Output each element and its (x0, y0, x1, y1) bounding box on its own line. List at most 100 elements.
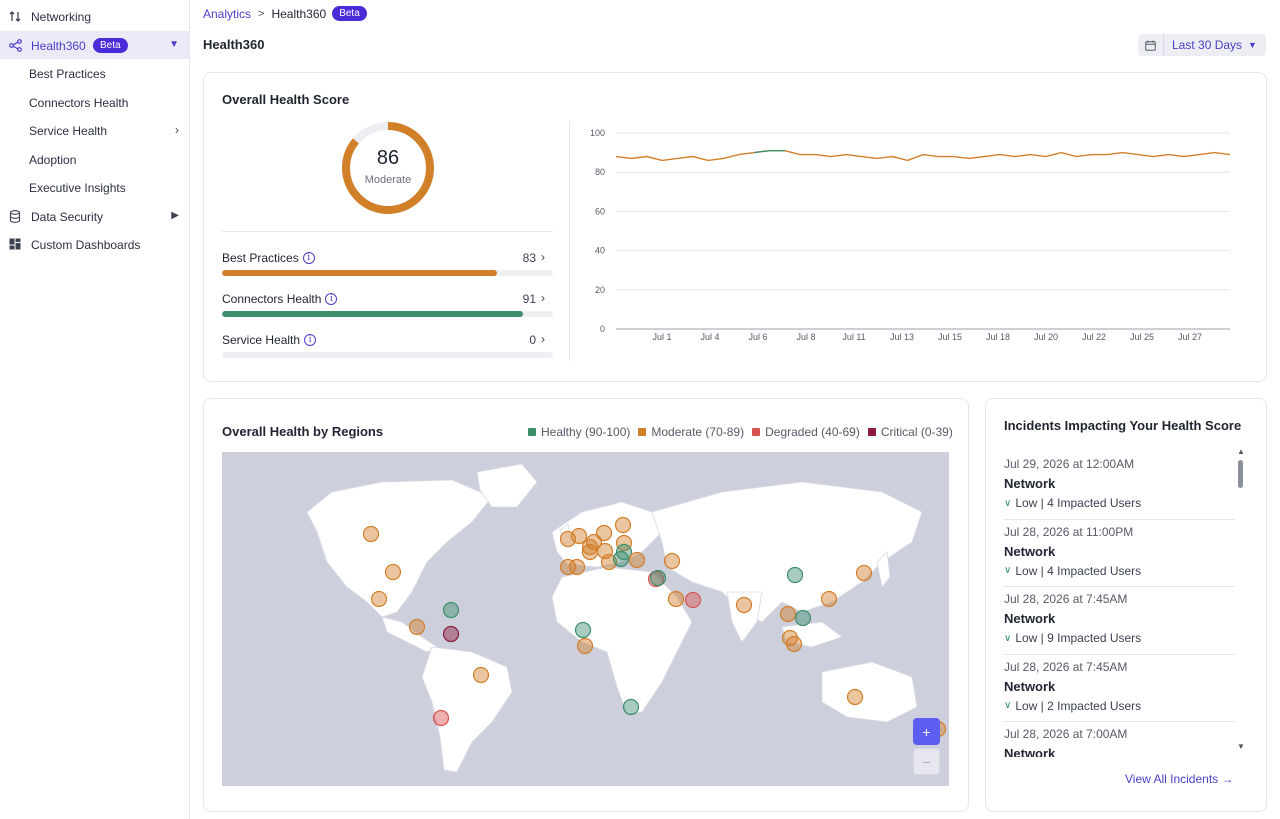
region-marker[interactable] (442, 625, 460, 643)
sidebar-item-networking[interactable]: Networking (0, 2, 189, 30)
beta-badge: Beta (93, 38, 128, 53)
region-marker[interactable] (581, 538, 599, 556)
chevron-right-icon[interactable]: › (541, 332, 545, 346)
region-marker[interactable] (820, 590, 838, 608)
continent-africa (551, 566, 693, 715)
region-marker[interactable] (622, 698, 640, 716)
scrollbar-thumb[interactable] (1238, 460, 1243, 488)
x-tick-label: Jul 27 (1178, 332, 1202, 342)
x-tick-label: Jul 1 (652, 332, 671, 342)
region-marker[interactable] (794, 609, 812, 627)
region-marker[interactable] (559, 558, 577, 576)
caret-right-icon[interactable]: ▶ (171, 210, 179, 221)
metric-label-service-health[interactable]: Service Health i (222, 333, 317, 347)
region-marker[interactable] (568, 558, 586, 576)
metric-label: Best Practices (222, 251, 299, 265)
y-tick-label: 0 (600, 324, 605, 334)
incident-item[interactable]: Jul 28, 2026 at 7:45AM Network ∨ Low | 2 … (1004, 655, 1235, 722)
card-title: Overall Health by Regions (222, 424, 384, 439)
incident-severity: Low | 2 Impacted Users (1015, 698, 1142, 713)
x-tick-label: Jul 18 (986, 332, 1010, 342)
region-marker[interactable] (362, 525, 380, 543)
incident-item[interactable]: Jul 28, 2026 at 7:45AM Network ∨ Low | 9 … (1004, 587, 1235, 655)
region-marker[interactable] (628, 551, 646, 569)
incident-item[interactable]: Jul 28, 2026 at 11:00PM Network ∨ Low | 4… (1004, 520, 1235, 587)
region-marker[interactable] (614, 516, 632, 534)
sidebar-item-label: Best Practices (29, 67, 106, 81)
breadcrumb-current: Health360 (271, 6, 327, 21)
metric-label: Service Health (222, 333, 301, 347)
region-marker[interactable] (432, 709, 450, 727)
world-map[interactable] (222, 452, 949, 786)
metric-label-connectors-health[interactable]: Connectors Health i (222, 292, 338, 306)
region-marker[interactable] (442, 601, 460, 619)
sidebar-item-custom-dashboards[interactable]: Custom Dashboards (0, 230, 189, 258)
sidebar-item-best-practices[interactable]: Best Practices (0, 59, 189, 87)
scroll-up-icon[interactable]: ▲ (1237, 447, 1245, 456)
sidebar-item-data-security[interactable]: Data Security ▶ (0, 202, 189, 230)
region-marker[interactable] (576, 637, 594, 655)
region-marker[interactable] (595, 524, 613, 542)
region-marker[interactable] (649, 569, 667, 587)
caret-down-icon[interactable]: ▼ (169, 39, 179, 50)
metric-value: 0 (529, 333, 536, 347)
sidebar-item-label: Executive Insights (29, 181, 126, 195)
region-marker[interactable] (846, 688, 864, 706)
progress-track (222, 352, 553, 358)
incident-type: Network (1004, 678, 1056, 694)
region-marker[interactable] (615, 534, 633, 552)
sidebar-item-executive-insights[interactable]: Executive Insights (0, 173, 189, 201)
region-marker[interactable] (735, 596, 753, 614)
legend-label: Healthy (90-100) (541, 425, 631, 439)
sidebar-item-health360[interactable]: Health360 Beta ▼ (0, 31, 189, 59)
y-tick-label: 60 (595, 206, 605, 216)
region-marker[interactable] (574, 621, 592, 639)
region-marker[interactable] (600, 553, 618, 571)
region-marker[interactable] (408, 618, 426, 636)
info-icon[interactable]: i (302, 252, 315, 264)
region-marker[interactable] (384, 563, 402, 581)
health-trend-chart: 0 20 40 60 80 100 Jul 1 Jul 4 Jul 6 Jul 8 Jul 11 Ju… (590, 128, 1231, 342)
region-marker[interactable] (786, 566, 804, 584)
chevron-right-icon[interactable]: › (541, 250, 545, 264)
incident-severity: Low | 4 Impacted Users (1015, 496, 1142, 510)
breadcrumb-link-analytics[interactable]: Analytics (203, 6, 252, 21)
chevron-right-icon[interactable]: › (541, 291, 545, 305)
info-icon[interactable]: i (304, 334, 317, 346)
region-marker[interactable] (855, 564, 873, 582)
metric-label-best-practices[interactable]: Best Practices i (222, 251, 315, 265)
zoom-out-button[interactable]: − (913, 748, 940, 775)
progress-track (222, 270, 553, 276)
region-marker[interactable] (472, 666, 490, 684)
continent-asia (651, 481, 923, 623)
incident-item[interactable]: Jul 29, 2026 at 12:00AM Network ∨ Low | 4… (1004, 452, 1235, 520)
incidents-list[interactable]: Jul 29, 2026 at 12:00AM Network ∨ Low | 4… (1004, 452, 1235, 757)
legend-item: Critical (0-39) (867, 425, 953, 439)
legend-item: Healthy (90-100) (528, 425, 630, 439)
incident-type: Network (1004, 476, 1056, 491)
info-icon[interactable]: i (325, 293, 338, 305)
metric-label: Connectors Health (222, 292, 322, 306)
gauge-arc (342, 122, 434, 214)
legend-label: Degraded (40-69) (765, 425, 860, 439)
date-range-dropdown[interactable]: Last 30 Days ▼ (1138, 34, 1266, 56)
view-all-incidents-link[interactable]: View All Incidents → (1125, 772, 1234, 786)
region-marker[interactable] (370, 590, 388, 608)
sidebar-item-adoption[interactable]: Adoption (0, 145, 189, 173)
region-marker[interactable] (667, 590, 685, 608)
continent-central-america (381, 616, 438, 653)
zoom-in-button[interactable]: + (913, 718, 940, 745)
region-marker[interactable] (779, 605, 797, 623)
scroll-down-icon[interactable]: ▼ (1237, 742, 1245, 751)
region-marker[interactable] (581, 543, 599, 561)
sidebar-item-connectors-health[interactable]: Connectors Health (0, 88, 189, 116)
region-marker[interactable] (615, 543, 633, 561)
incident-item[interactable]: Jul 28, 2026 at 7:00AM Network (1004, 722, 1235, 757)
chevron-right-icon[interactable]: › (175, 123, 179, 137)
sidebar-item-service-health[interactable]: Service Health › (0, 116, 189, 144)
region-marker[interactable] (785, 635, 803, 653)
region-marker[interactable] (570, 527, 588, 545)
x-tick-label: Jul 20 (1034, 332, 1058, 342)
region-marker[interactable] (684, 591, 702, 609)
region-marker[interactable] (663, 552, 681, 570)
